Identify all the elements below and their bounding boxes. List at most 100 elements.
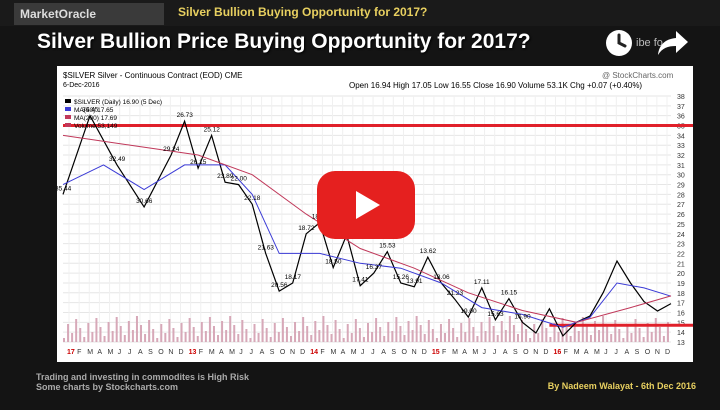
x-tick-label: J	[239, 349, 243, 356]
volume-bar	[79, 328, 82, 342]
volume-bar	[472, 327, 475, 342]
x-tick-label: A	[503, 349, 508, 356]
volume-bar	[431, 329, 434, 342]
channel-logo[interactable]: MarketOracle	[14, 3, 164, 25]
price-annotation: 18.72	[298, 225, 315, 232]
volume-bar	[140, 325, 143, 342]
price-annotation: 13.62	[420, 248, 437, 255]
volume-bar	[666, 322, 669, 342]
volume-bar	[302, 317, 305, 342]
volume-bar	[298, 331, 301, 342]
x-tick-label: M	[229, 349, 235, 356]
volume-bar	[152, 329, 155, 342]
volume-bar	[565, 327, 568, 342]
x-tick-label: S	[391, 349, 396, 356]
volume-bar	[602, 316, 605, 342]
y-tick-label: 36	[677, 114, 685, 121]
volume-bar	[245, 329, 248, 342]
video-title[interactable]: Silver Bullion Price Buying Opportunity …	[37, 30, 531, 53]
x-tick-label: S	[148, 349, 153, 356]
volume-bar	[549, 337, 552, 342]
volume-bar	[184, 332, 187, 342]
volume-bar	[658, 327, 661, 342]
y-tick-label: 28	[677, 192, 685, 199]
price-annotation: 17.11	[474, 279, 490, 286]
x-tick-label: F	[442, 349, 446, 356]
volume-bar	[119, 326, 122, 342]
x-tick-label: M	[87, 349, 93, 356]
play-button[interactable]	[317, 171, 415, 239]
x-tick-label: M	[452, 349, 458, 356]
volume-bar	[460, 323, 463, 342]
volume-bar	[221, 321, 224, 342]
volume-bar	[289, 336, 292, 342]
price-annotation: 18.17	[285, 274, 302, 281]
y-tick-label: 34	[677, 133, 685, 140]
volume-bar	[464, 332, 467, 342]
volume-bar	[557, 332, 560, 342]
x-tick-label: D	[665, 349, 670, 356]
symbol-line: $SILVER Silver - Continuous Contract (EO…	[63, 71, 242, 80]
price-annotation: 16.15	[501, 290, 518, 297]
series-line-ma50	[62, 164, 672, 328]
volume-bar	[87, 323, 90, 342]
x-tick-label: J	[371, 349, 375, 356]
y-tick-label: 35	[677, 124, 685, 131]
price-annotation: 26.73	[177, 112, 194, 119]
volume-bar	[285, 327, 288, 342]
volume-bar	[314, 321, 317, 342]
x-tick-label: N	[290, 349, 295, 356]
x-tick-label: D	[543, 349, 548, 356]
y-tick-label: 14	[677, 330, 685, 337]
volume-bar	[496, 335, 499, 342]
share-icon[interactable]	[656, 28, 690, 63]
volume-bar	[99, 327, 102, 342]
x-tick-label: O	[158, 349, 164, 356]
y-tick-label: 24	[677, 232, 685, 239]
volume-bar	[480, 322, 483, 342]
x-tick-label: 13	[189, 349, 197, 356]
volume-bar	[83, 337, 86, 342]
volume-bar	[95, 318, 98, 342]
brand-label: @ StockCharts.com	[602, 71, 674, 80]
x-tick-label: 15	[432, 349, 440, 356]
volume-bar	[350, 333, 353, 342]
volume-bar	[111, 331, 114, 342]
volume-bar	[662, 336, 665, 342]
volume-bar	[387, 322, 390, 342]
volume-bar	[606, 325, 609, 342]
volume-bar	[419, 325, 422, 342]
volume-bar	[439, 324, 442, 342]
price-annotation: 34.45	[82, 107, 99, 114]
watch-later-icon[interactable]	[604, 28, 634, 63]
volume-bar	[338, 329, 341, 342]
x-tick-label: F	[564, 349, 568, 356]
volume-bar	[504, 330, 507, 342]
volume-bar	[123, 335, 126, 342]
x-tick-label: A	[462, 349, 467, 356]
volume-bar	[444, 333, 447, 342]
volume-bar	[569, 336, 572, 342]
volume-bar	[241, 320, 244, 342]
volume-bar	[212, 326, 215, 342]
volume-bar	[598, 330, 601, 342]
x-tick-label: 14	[310, 349, 318, 356]
x-tick-label: S	[635, 349, 640, 356]
price-annotation: 22.18	[244, 195, 261, 202]
y-tick-label: 38	[677, 94, 685, 101]
volume-bar	[492, 326, 495, 342]
plot-area: 13 14 15 16 17 18 19 20 21 22 23 24 25 26 27 28 29 30 31 32…	[57, 94, 693, 356]
volume-bar	[614, 320, 617, 342]
y-tick-label: 32	[677, 153, 685, 160]
legend-swatch	[65, 99, 71, 103]
volume-bar	[156, 338, 159, 342]
price-annotation: 30.66	[136, 198, 153, 205]
volume-bar	[294, 322, 297, 342]
volume-bar	[346, 324, 349, 342]
volume-bar	[75, 319, 78, 342]
price-annotation: 15.63	[487, 311, 504, 318]
volume-bar	[91, 332, 94, 342]
volume-bar	[160, 324, 163, 342]
volume-bar	[561, 318, 564, 342]
